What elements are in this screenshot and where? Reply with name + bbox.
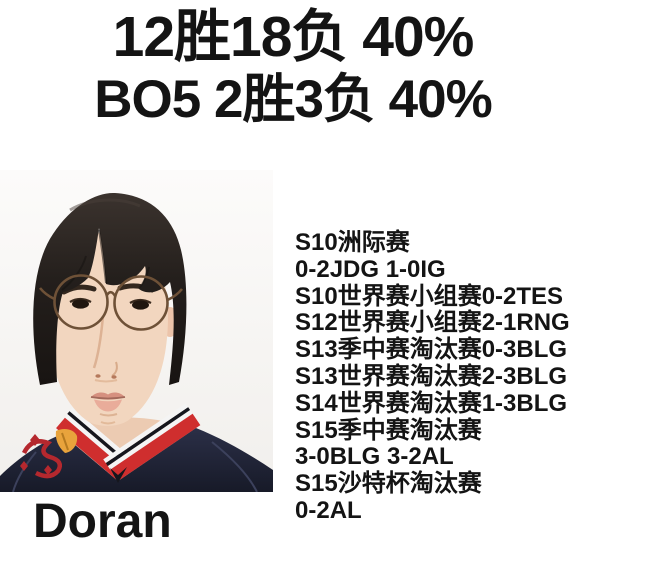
record-line: S13季中赛淘汰赛0-3BLG — [295, 336, 568, 364]
record-line: S14世界赛淘汰赛1-3BLG — [295, 389, 568, 417]
jersey-seam-right — [211, 441, 258, 492]
record-line: 3-0BLG 3-2AL — [295, 443, 454, 471]
record-line: S12世界赛小组赛2-1RNG — [295, 309, 570, 337]
player-name: Doran — [33, 495, 172, 548]
player-portrait-illustration — [0, 170, 273, 492]
mouth — [90, 392, 126, 425]
team-crest — [20, 428, 78, 479]
nose — [92, 315, 118, 383]
record-line: S15沙特杯淘汰赛 — [295, 470, 482, 498]
record-line: S13世界赛淘汰赛2-3BLG — [295, 362, 568, 390]
match-record-list: S10洲际赛 0-2JDG 1-0IG S10世界赛小组赛0-2TES S12世… — [295, 229, 570, 525]
bo5-record: BO5 2胜3负 40% — [94, 70, 492, 129]
record-line: S10世界赛小组赛0-2TES — [295, 282, 564, 310]
record-line: S15季中赛淘汰赛 — [295, 416, 482, 444]
overall-record: 12胜18负 40% — [112, 5, 475, 69]
record-line: 0-2JDG 1-0IG — [295, 255, 446, 283]
jersey-seam-left — [12, 451, 37, 492]
record-line: S10洲际赛 — [295, 229, 410, 256]
round-glasses — [38, 274, 184, 331]
eyes — [69, 297, 152, 310]
record-summary: 12胜18负 40% BO5 2胜3负 40% — [0, 4, 586, 130]
record-line: 0-2AL — [295, 496, 362, 524]
player-portrait-photo — [0, 170, 273, 492]
